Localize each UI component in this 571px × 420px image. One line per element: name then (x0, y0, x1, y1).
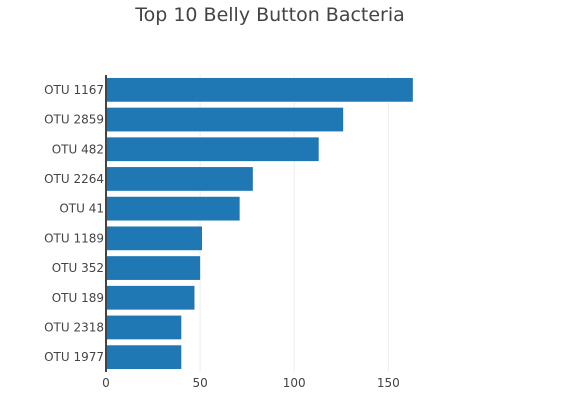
bar[interactable] (106, 107, 344, 132)
y-tick-label: OTU 2859 (44, 113, 104, 127)
bar[interactable] (106, 256, 201, 280)
y-tick-label: OTU 2318 (44, 320, 104, 334)
x-tick-label: 150 (377, 376, 400, 390)
y-tick-label: OTU 352 (52, 261, 104, 275)
bar[interactable] (106, 315, 182, 340)
x-tick-label: 50 (192, 376, 207, 390)
chart-title: Top 10 Belly Button Bacteria (135, 4, 405, 26)
y-tick-label: OTU 1167 (44, 83, 104, 97)
bar[interactable] (106, 167, 253, 191)
y-tick-label: OTU 1977 (44, 350, 104, 364)
bar[interactable] (106, 226, 202, 251)
y-tick-label: OTU 2264 (44, 172, 104, 186)
y-tick-label: OTU 189 (52, 291, 104, 305)
bar[interactable] (106, 196, 240, 221)
x-tick-label: 0 (102, 376, 110, 390)
bar[interactable] (106, 137, 319, 162)
bar[interactable] (106, 77, 413, 102)
bar[interactable] (106, 345, 182, 370)
x-tick-label: 100 (283, 376, 306, 390)
y-tick-label: OTU 482 (52, 142, 104, 156)
labels-layer: 0 50 100 150 OTU 1167 OTU 2859 OTU 482 OTU 2264… (44, 83, 400, 390)
y-tick-label: OTU 1189 (44, 231, 104, 245)
bars-layer (106, 77, 413, 370)
y-tick-label: OTU 41 (59, 202, 104, 216)
bar[interactable] (106, 285, 195, 310)
